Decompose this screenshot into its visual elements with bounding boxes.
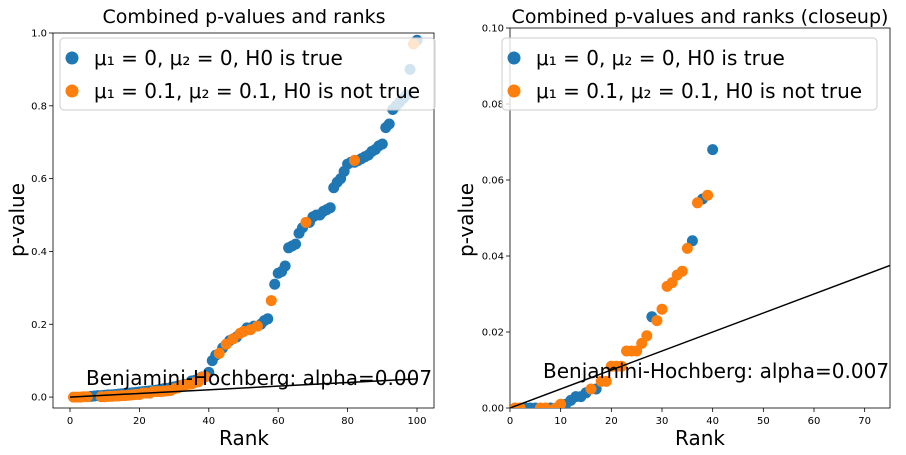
right-xtick-label: 70 [858,416,871,427]
left-xtick-label: 60 [272,416,285,427]
left-data-point [383,118,395,130]
right-bh-line [510,264,890,408]
left-chart: Combined p-values and ranks p-value Rank… [5,6,436,450]
left-chart-xlabel: Rank [219,426,269,450]
left-xtick-label: 100 [407,416,426,427]
right-data-point [656,303,668,315]
left-ytick-label: 0.2 [31,320,47,331]
left-data-point [376,138,388,150]
right-data-point [651,315,663,327]
right-axes-frame [509,27,891,409]
left-xtick-label: 20 [133,416,146,427]
left-data-point [262,313,274,325]
right-chart-title: Combined p-values and ranks (closeup) [512,6,889,28]
right-data-point [676,265,688,277]
left-ytick-label: 1.0 [31,29,47,40]
right-legend: μ₁ = 0, μ₂ = 0, H0 is true μ₁ = 0.1, μ₂ =… [501,37,878,111]
left-ytick-label: 0.4 [31,247,47,258]
right-data-point [702,189,714,201]
left-xtick-label: 0 [67,416,73,427]
left-xtick-label: 80 [341,416,354,427]
left-ytick-label: 0.0 [31,393,47,404]
right-ytick-label: 0.04 [482,252,504,263]
right-xtick-label: 60 [808,416,821,427]
right-legend-marker [507,51,521,65]
left-bh-annotation: Benjamini-Hochberg: alpha=0.007 [86,366,432,390]
right-series-h0-not-true [510,189,714,408]
left-legend: μ₁ = 0, μ₂ = 0, H0 is true μ₁ = 0.1, μ₂ =… [59,37,436,111]
left-chart-ylabel: p-value [5,183,29,257]
left-data-point [349,154,361,166]
right-data-point [641,330,653,342]
left-data-point [279,260,291,272]
right-chart-ylabel: p-value [454,183,478,257]
right-xtick-label: 20 [605,416,618,427]
right-plot-area [510,144,890,408]
right-xtick-label: 0 [507,416,513,427]
right-bh-annotation: Benjamini-Hochberg: alpha=0.007 [543,359,889,383]
left-data-point [251,320,263,332]
right-legend-box [501,37,878,111]
right-legend-label: μ₁ = 0, μ₂ = 0, H0 is true [536,46,785,70]
left-series-h0-not-true [67,38,420,403]
left-axes-frame [52,32,435,409]
right-ytick-label: 0.06 [482,176,504,187]
right-xtick-label: 30 [656,416,669,427]
right-data-point [600,375,612,387]
left-data-point [269,278,281,290]
right-data-point [539,402,551,408]
right-chart-xlabel: Rank [675,426,725,450]
left-legend-label: μ₁ = 0.1, μ₂ = 0.1, H0 is not true [94,79,420,103]
right-data-point [555,398,567,408]
left-legend-marker [65,51,79,65]
left-data-point [213,347,225,359]
right-ytick-label: 0.02 [482,328,504,339]
right-ytick-label: 0.10 [482,24,504,35]
left-xtick-label: 40 [202,416,215,427]
left-legend-box [59,37,436,111]
left-legend-marker [65,84,79,98]
right-ytick-label: 0.08 [482,100,504,111]
right-chart: Combined p-values and ranks (closeup) p-… [454,6,891,450]
right-ytick-label: 0.00 [482,404,504,415]
left-data-point [199,371,211,383]
left-data-point [265,295,277,307]
left-data-point [290,238,302,250]
right-xtick-label: 10 [554,416,567,427]
left-data-point [300,216,312,228]
right-data-point [681,242,693,254]
right-legend-marker [507,84,521,98]
right-data-point [691,197,703,209]
left-ytick-label: 0.6 [31,174,47,185]
left-ytick-label: 0.8 [31,101,47,112]
right-xtick-label: 50 [757,416,770,427]
left-legend-label: μ₁ = 0, μ₂ = 0, H0 is true [94,46,343,70]
left-data-point [324,202,336,214]
right-xtick-label: 40 [706,416,719,427]
right-data-point [707,144,719,156]
right-legend-label: μ₁ = 0.1, μ₂ = 0.1, H0 is not true [536,79,862,103]
left-chart-title: Combined p-values and ranks [103,6,386,28]
left-bh-line [69,378,418,398]
right-data-point [585,383,597,395]
